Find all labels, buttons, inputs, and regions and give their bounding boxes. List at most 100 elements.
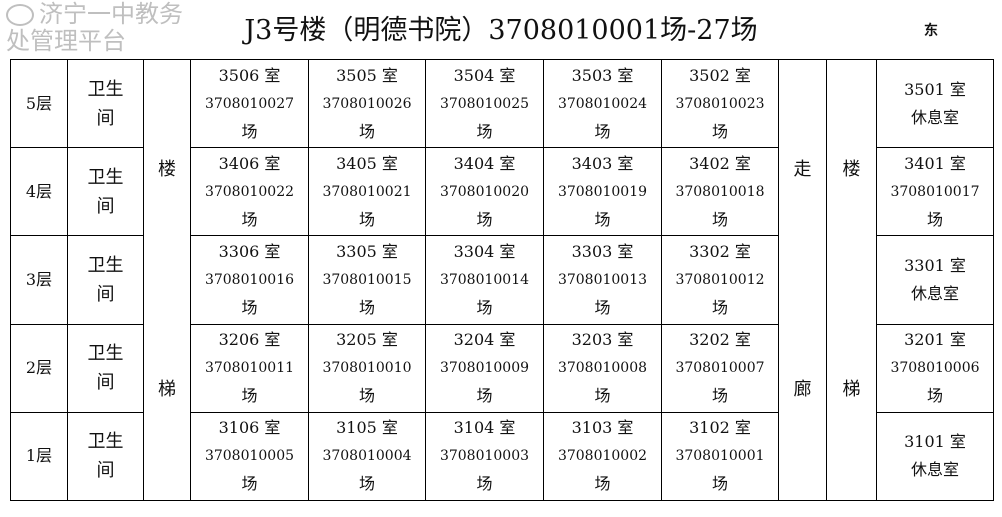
east-room-cell: 3101 室休息室: [876, 411, 994, 502]
cell-text: 3708010026: [322, 95, 412, 112]
floor-row: 3层 卫生间 3306 室 3708010016 场 3305 室 3708010015 场 3…: [10, 235, 994, 325]
room-cell: 3503 室 3708010024 场: [543, 58, 662, 149]
cell-text: 3404 室: [453, 153, 516, 173]
room-cell: 3204 室 3708010009 场: [425, 323, 544, 413]
cell-text: 3405 室: [336, 153, 398, 173]
cell-text: 3708010018: [675, 183, 765, 200]
cell-text: 3708010016: [204, 271, 295, 288]
cell-text: 场: [711, 297, 728, 317]
cell-text: 场: [476, 386, 493, 406]
cell-text: 3205 室: [336, 330, 398, 350]
cell-text: 3101 室: [904, 432, 966, 452]
cell-text: 3708010003: [439, 448, 530, 465]
room-cell: 3206 室 3708010011 场: [190, 323, 309, 413]
cell-text: 场: [241, 386, 258, 406]
floor-label: 5层: [10, 58, 68, 149]
room-cell: 3303 室 3708010013 场: [543, 235, 662, 325]
stairs-left: 楼梯: [143, 59, 191, 501]
restroom-cell: 卫生间: [67, 147, 144, 237]
cell-text: 3708010019: [557, 183, 648, 200]
cell-text: 3708010008: [557, 360, 648, 377]
restroom-cell: 卫生间: [67, 411, 144, 502]
cell-text: 3层: [25, 269, 53, 289]
floor-label: 2层: [10, 323, 68, 413]
cell-text: 3708010014: [439, 271, 530, 288]
cell-text: 4层: [25, 181, 53, 201]
cell-text: 3708010007: [675, 360, 765, 377]
cell-text: 场: [476, 474, 493, 494]
wechat-icon: [6, 4, 34, 26]
cell-text: 3401 室: [904, 153, 966, 173]
corridor-char: 走: [793, 159, 812, 180]
room-cell: 3102 室 3708010001 场: [661, 411, 779, 502]
room-cell: 3404 室 3708010020 场: [425, 147, 544, 237]
cell-text: 3102 室: [689, 418, 751, 438]
cell-text: 场: [476, 297, 493, 317]
cell-text: 3105 室: [336, 418, 398, 438]
cell-text: 3306 室: [218, 241, 281, 261]
cell-text: 场: [358, 386, 375, 406]
cell-text: 3103 室: [571, 418, 634, 438]
cell-text: 3506 室: [218, 65, 281, 85]
floor-row: 1层 卫生间 3106 室 3708010005 场 3105 室 3708010004 场 3…: [10, 411, 994, 502]
cell-text: 3305 室: [336, 241, 398, 261]
cell-text: 场: [594, 209, 611, 229]
cell-text: 3708010013: [557, 271, 648, 288]
cell-text: 卫生: [87, 166, 124, 188]
cell-text: 3403 室: [571, 153, 634, 173]
cell-text: 场: [358, 209, 375, 229]
cell-text: 3708010011: [204, 360, 295, 377]
cell-text: 卫生: [87, 78, 124, 100]
room-cell: 3106 室 3708010005 场: [190, 411, 309, 502]
cell-text: 场: [594, 121, 611, 141]
cell-text: 场: [594, 297, 611, 317]
cell-text: 2层: [25, 358, 53, 378]
room-cell: 3302 室 3708010012 场: [661, 235, 779, 325]
corridor: 走廊: [778, 59, 827, 501]
stairs-left-char: 楼: [158, 159, 176, 180]
cell-text: 3505 室: [336, 65, 398, 85]
stairs-right-char: 楼: [842, 159, 861, 180]
cell-text: 3708010015: [322, 271, 412, 288]
page-title: J3号楼（明德书院）3708010001场-27场: [244, 15, 758, 46]
cell-text: 3708010005: [204, 448, 295, 465]
room-cell: 3104 室 3708010003 场: [425, 411, 544, 502]
cell-text: 3504 室: [453, 65, 516, 85]
cell-text: 3708010017: [890, 183, 980, 200]
room-cell: 3505 室 3708010026 场: [308, 58, 426, 149]
cell-text: 场: [926, 209, 943, 229]
room-cell: 3103 室 3708010002 场: [543, 411, 662, 502]
cell-text: 3303 室: [571, 241, 634, 261]
east-room-cell: 3401 室 3708010017 场: [876, 147, 994, 237]
cell-text: 5层: [25, 93, 53, 113]
cell-text: 3708010025: [439, 95, 530, 112]
cell-text: 3302 室: [689, 241, 751, 261]
cell-text: 3203 室: [571, 330, 634, 350]
cell-text: 场: [358, 121, 375, 141]
cell-text: 3708010023: [675, 95, 765, 112]
cell-text: 场: [711, 474, 728, 494]
cell-text: 3708010012: [675, 271, 765, 288]
cell-text: 场: [476, 209, 493, 229]
cell-text: 3708010027: [204, 95, 295, 112]
restroom-cell: 卫生间: [67, 58, 144, 149]
cell-text: 卫生: [87, 431, 124, 453]
room-cell: 3304 室 3708010014 场: [425, 235, 544, 325]
room-cell: 3205 室 3708010010 场: [308, 323, 426, 413]
cell-text: 3304 室: [453, 241, 516, 261]
cell-text: 间: [96, 372, 115, 394]
east-room-cell: 3501 室休息室: [876, 58, 994, 149]
cell-text: 3301 室: [904, 255, 966, 275]
cell-text: 3708010021: [322, 183, 412, 200]
stairs-right: 楼梯: [826, 59, 877, 501]
cell-text: 3406 室: [218, 153, 281, 173]
cell-text: 场: [476, 121, 493, 141]
restroom-cell: 卫生间: [67, 235, 144, 325]
watermark: 济宁一中教务处管理平台: [6, 1, 206, 55]
cell-text: 3708010010: [322, 360, 412, 377]
floor-label: 1层: [10, 411, 68, 502]
cell-text: 3502 室: [689, 65, 751, 85]
room-cell: 3305 室 3708010015 场: [308, 235, 426, 325]
floor-label: 4层: [10, 147, 68, 237]
cell-text: 1层: [25, 446, 53, 466]
